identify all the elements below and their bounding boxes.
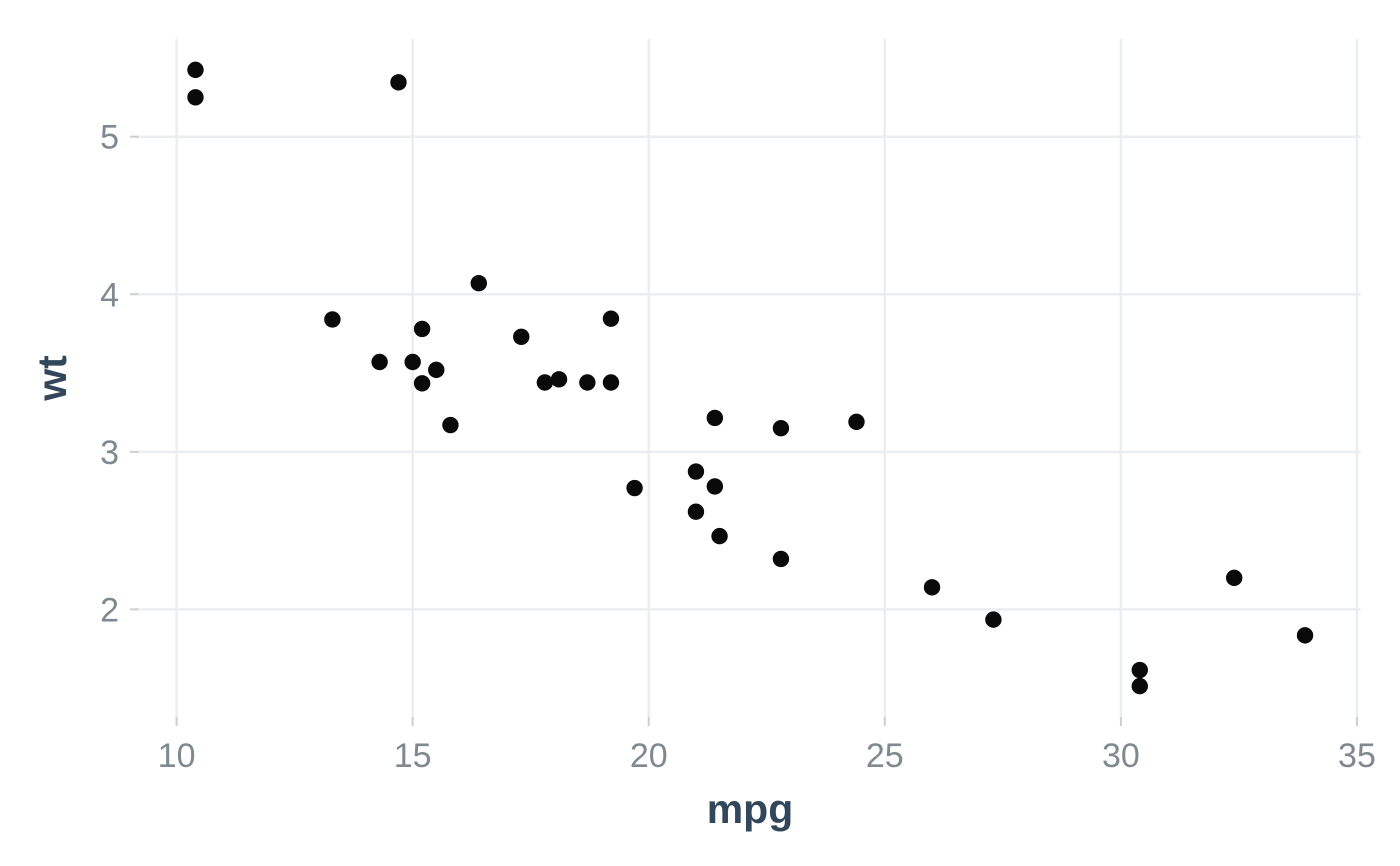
data-point — [428, 361, 445, 379]
gridlines — [140, 39, 1361, 717]
data-point — [442, 416, 459, 434]
data-point — [550, 371, 568, 388]
data-point — [602, 374, 620, 391]
data-point — [602, 310, 620, 327]
data-point — [579, 374, 596, 391]
data-point — [413, 320, 431, 338]
data-point — [187, 61, 204, 79]
x-tick-label: 15 — [394, 737, 432, 775]
data-point — [413, 375, 431, 392]
data-point — [706, 409, 724, 427]
data-point — [687, 503, 705, 520]
x-tick-label: 25 — [866, 737, 904, 775]
data-point — [536, 374, 554, 391]
data-point — [923, 579, 941, 596]
data-point — [687, 463, 705, 480]
data-point — [1131, 677, 1148, 695]
y-axis-title: wt — [29, 355, 75, 402]
data-point — [1131, 661, 1148, 679]
data-point — [848, 413, 865, 431]
x-axis-title: mpg — [707, 786, 794, 832]
data-point — [513, 328, 530, 345]
data-point — [706, 478, 724, 495]
x-tick-label: 10 — [158, 737, 196, 775]
data-point — [324, 311, 341, 328]
y-tick-label: 2 — [100, 591, 119, 629]
data-point — [1296, 627, 1314, 644]
data-point — [985, 611, 1002, 628]
y-tick-label: 4 — [100, 276, 119, 314]
data-point — [390, 74, 407, 91]
x-tick-label: 35 — [1338, 737, 1376, 775]
x-tick-label: 20 — [630, 737, 668, 775]
data-point — [772, 419, 790, 437]
data-point — [371, 353, 388, 371]
data-point — [187, 89, 204, 106]
y-tick-label: 5 — [100, 119, 119, 157]
x-tick-label: 30 — [1102, 737, 1140, 775]
tick-labels: 10 15 20 25 30 35 2 3 4 5 — [100, 119, 1376, 775]
data-point — [404, 353, 421, 371]
data-point — [470, 275, 487, 292]
y-tick-label: 3 — [100, 434, 119, 472]
data-point — [711, 527, 728, 545]
data-points — [187, 61, 1314, 695]
data-point — [772, 550, 790, 568]
data-point — [1226, 569, 1243, 587]
data-point — [626, 479, 643, 497]
axis-ticks — [130, 135, 1358, 726]
